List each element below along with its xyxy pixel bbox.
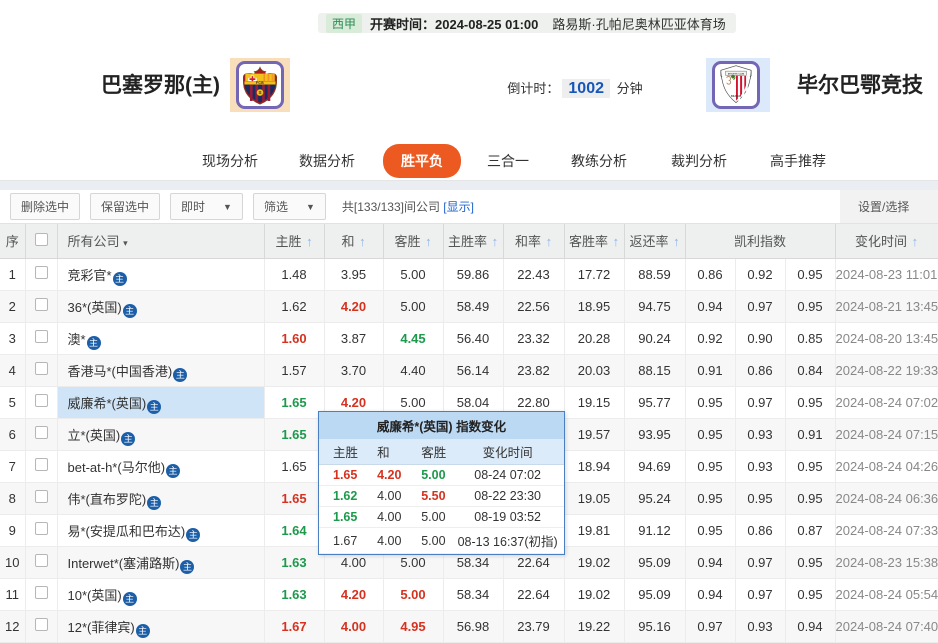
svg-text:S: S [258, 90, 261, 95]
svg-text:FCB: FCB [256, 81, 264, 85]
svg-text:BILBAO: BILBAO [731, 95, 741, 98]
